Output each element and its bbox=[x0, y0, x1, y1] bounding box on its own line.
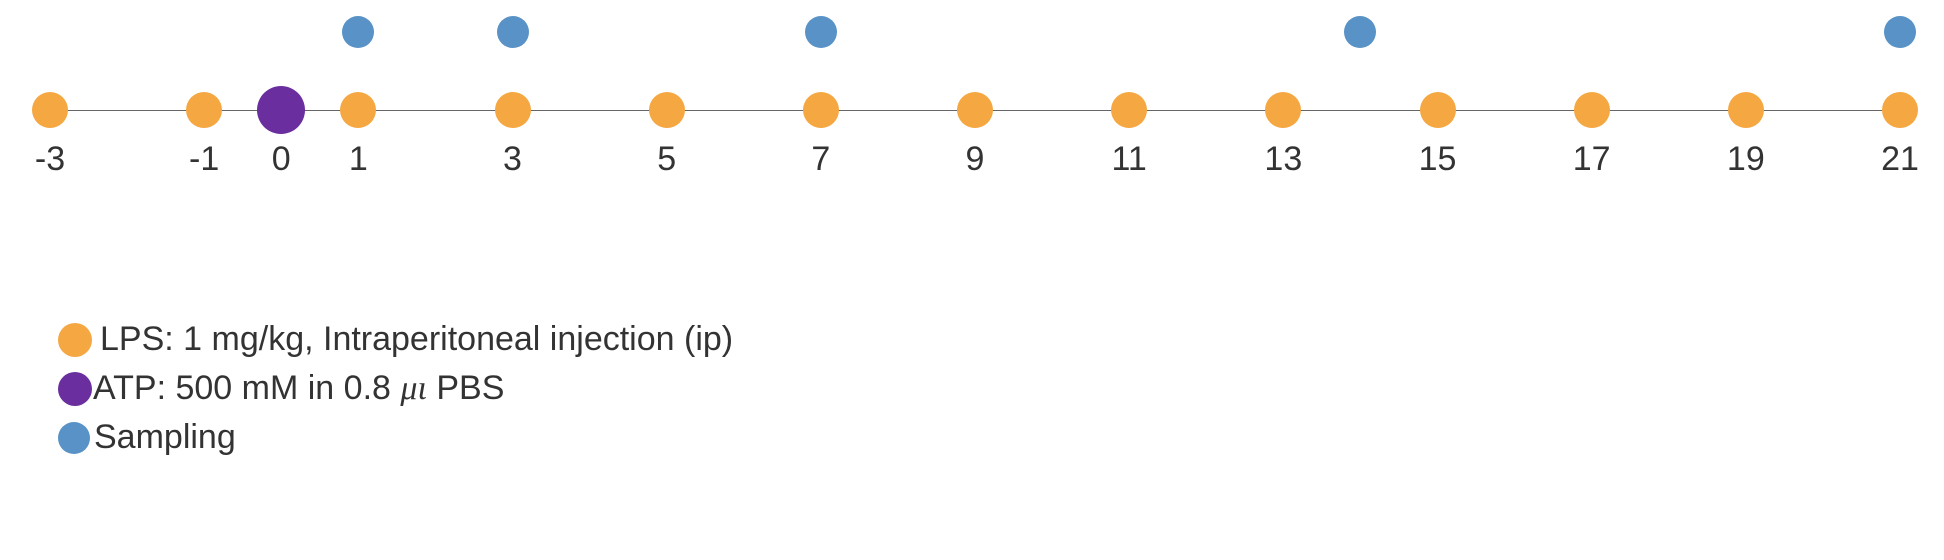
tick-label: -1 bbox=[189, 140, 219, 179]
lps-dot bbox=[1111, 92, 1147, 128]
sampling-dot bbox=[805, 16, 837, 48]
lps-dot bbox=[186, 92, 222, 128]
tick-label: 5 bbox=[657, 140, 676, 179]
lps-dot bbox=[803, 92, 839, 128]
tick-label: 21 bbox=[1881, 140, 1919, 179]
legend-item: LPS: 1 mg/kg, Intraperitoneal injection … bbox=[58, 320, 733, 359]
lps-dot bbox=[1728, 92, 1764, 128]
legend-item: Sampling bbox=[58, 418, 733, 457]
lps-dot bbox=[1265, 92, 1301, 128]
tick-label: 9 bbox=[966, 140, 985, 179]
tick-label: -3 bbox=[35, 140, 65, 179]
atp-icon bbox=[58, 372, 92, 406]
legend-item: ATP: 500 mM in 0.8 μɩ PBS bbox=[58, 369, 733, 408]
tick-label: 1 bbox=[349, 140, 368, 179]
lps-dot bbox=[649, 92, 685, 128]
tick-label: 7 bbox=[811, 140, 830, 179]
lps-dot bbox=[32, 92, 68, 128]
legend-label: ATP: 500 mM in 0.8 μɩ PBS bbox=[93, 369, 504, 408]
sampling-icon bbox=[58, 422, 90, 454]
sampling-dot bbox=[1344, 16, 1376, 48]
lps-dot bbox=[340, 92, 376, 128]
lps-dot bbox=[1882, 92, 1918, 128]
timeline: -3-1013579111315171921 bbox=[30, 20, 1914, 220]
tick-label: 15 bbox=[1419, 140, 1457, 179]
legend-label: Sampling bbox=[94, 418, 236, 457]
lps-icon bbox=[58, 323, 92, 357]
sampling-dot bbox=[497, 16, 529, 48]
tick-label: 17 bbox=[1573, 140, 1611, 179]
tick-label: 11 bbox=[1112, 140, 1147, 179]
sampling-dot bbox=[1884, 16, 1916, 48]
lps-dot bbox=[495, 92, 531, 128]
lps-dot bbox=[957, 92, 993, 128]
timeline-diagram: -3-1013579111315171921 LPS: 1 mg/kg, Int… bbox=[30, 20, 1914, 540]
tick-label: 19 bbox=[1727, 140, 1765, 179]
sampling-dot bbox=[342, 16, 374, 48]
tick-label: 3 bbox=[503, 140, 522, 179]
legend: LPS: 1 mg/kg, Intraperitoneal injection … bbox=[58, 320, 733, 467]
tick-label: 0 bbox=[272, 140, 291, 179]
tick-label: 13 bbox=[1264, 140, 1302, 179]
legend-label: LPS: 1 mg/kg, Intraperitoneal injection … bbox=[100, 320, 733, 359]
atp-dot bbox=[257, 86, 305, 134]
lps-dot bbox=[1574, 92, 1610, 128]
lps-dot bbox=[1420, 92, 1456, 128]
